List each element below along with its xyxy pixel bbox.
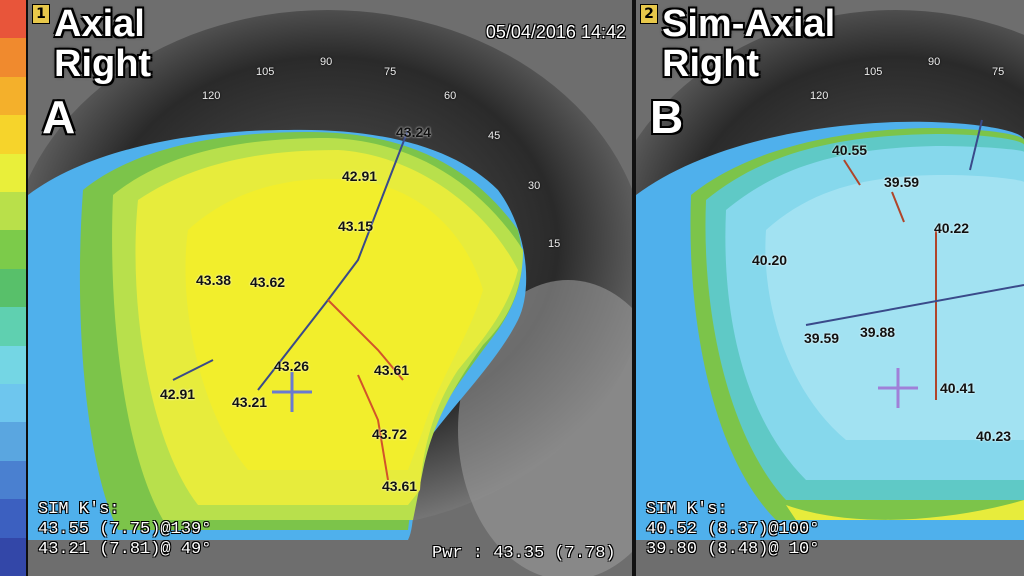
panel-number-badge: 2 bbox=[640, 4, 658, 24]
k-value: 39.88 bbox=[860, 324, 896, 340]
k-value: 40.41 bbox=[940, 380, 976, 396]
color-scale-segment bbox=[0, 38, 26, 77]
panel-letter: B bbox=[650, 91, 684, 143]
k-value: 40.22 bbox=[934, 220, 970, 236]
sim-k-label: SIM K's: bbox=[646, 500, 728, 519]
degree-label: 30 bbox=[528, 180, 541, 192]
sim-k-label: SIM K's: bbox=[38, 500, 120, 519]
sim-k-steep: 40.52 (8.37)@100° bbox=[646, 520, 820, 539]
degree-label: 75 bbox=[384, 66, 397, 78]
color-scale-segment bbox=[0, 499, 26, 538]
panel-divider bbox=[632, 0, 636, 576]
color-scale-segment bbox=[0, 268, 26, 308]
sim-axial-map-panel[interactable]: 2 Sim-Axial Right B 105 90 75 120 40.55 … bbox=[636, 0, 1024, 576]
k-value: 40.55 bbox=[832, 142, 868, 158]
k-value: 43.24 bbox=[396, 124, 432, 140]
k-value: 43.15 bbox=[338, 218, 374, 234]
degree-label: 75 bbox=[992, 66, 1005, 78]
k-value: 43.26 bbox=[274, 358, 310, 374]
degree-label: 120 bbox=[202, 90, 221, 102]
color-scale-segment bbox=[0, 0, 26, 39]
k-value: 43.61 bbox=[374, 362, 410, 378]
power-reading: Pwr : 43.35 (7.78) bbox=[432, 544, 616, 563]
k-value: 39.59 bbox=[884, 174, 920, 190]
map-title: Axial bbox=[54, 3, 145, 45]
color-scale-segment bbox=[0, 384, 26, 423]
color-scale-segment bbox=[0, 153, 26, 193]
k-value: 40.23 bbox=[976, 428, 1012, 444]
color-scale-segment bbox=[0, 460, 26, 500]
k-value: 40.20 bbox=[752, 252, 788, 268]
color-scale-bar bbox=[0, 0, 26, 576]
degree-label: 45 bbox=[488, 130, 501, 142]
k-value: 43.61 bbox=[382, 478, 418, 494]
color-scale-segment bbox=[0, 76, 26, 116]
color-scale-segment bbox=[0, 192, 26, 231]
color-scale-segment bbox=[0, 307, 26, 346]
color-scale-segment bbox=[0, 230, 26, 269]
degree-label: 90 bbox=[320, 56, 333, 68]
sim-k-flat: 39.80 (8.48)@ 10° bbox=[646, 540, 820, 559]
degree-label: 90 bbox=[928, 56, 941, 68]
color-scale-segment bbox=[0, 422, 26, 461]
sim-k-steep: 43.55 (7.75)@139° bbox=[38, 520, 212, 539]
degree-label: 60 bbox=[444, 90, 457, 102]
k-value: 43.62 bbox=[250, 274, 286, 290]
color-scale-segment bbox=[0, 115, 26, 154]
color-scale-segment bbox=[0, 537, 26, 576]
degree-label: 120 bbox=[810, 90, 829, 102]
k-value: 43.38 bbox=[196, 272, 232, 288]
k-value: 43.21 bbox=[232, 394, 268, 410]
eye-side-label: Right bbox=[662, 43, 760, 85]
k-value: 42.91 bbox=[160, 386, 196, 402]
k-value: 43.72 bbox=[372, 426, 408, 442]
map-title: Sim-Axial bbox=[662, 3, 836, 45]
eye-side-label: Right bbox=[54, 43, 152, 85]
k-value: 42.91 bbox=[342, 168, 378, 184]
degree-label: 15 bbox=[548, 238, 561, 250]
sim-k-flat: 43.21 (7.81)@ 49° bbox=[38, 540, 212, 559]
color-scale-segment bbox=[0, 345, 26, 385]
panel-letter: A bbox=[42, 91, 76, 143]
sim-axial-topography-map bbox=[636, 0, 1024, 576]
axial-map-panel[interactable]: 1 Axial Right A 05/04/2016 14:42 105 90 … bbox=[28, 0, 632, 576]
panel-number-badge: 1 bbox=[32, 4, 50, 24]
exam-datetime: 05/04/2016 14:42 bbox=[485, 22, 626, 42]
degree-label: 105 bbox=[864, 66, 883, 78]
degree-label: 105 bbox=[256, 66, 275, 78]
k-value: 39.59 bbox=[804, 330, 840, 346]
axial-topography-map bbox=[28, 0, 632, 576]
